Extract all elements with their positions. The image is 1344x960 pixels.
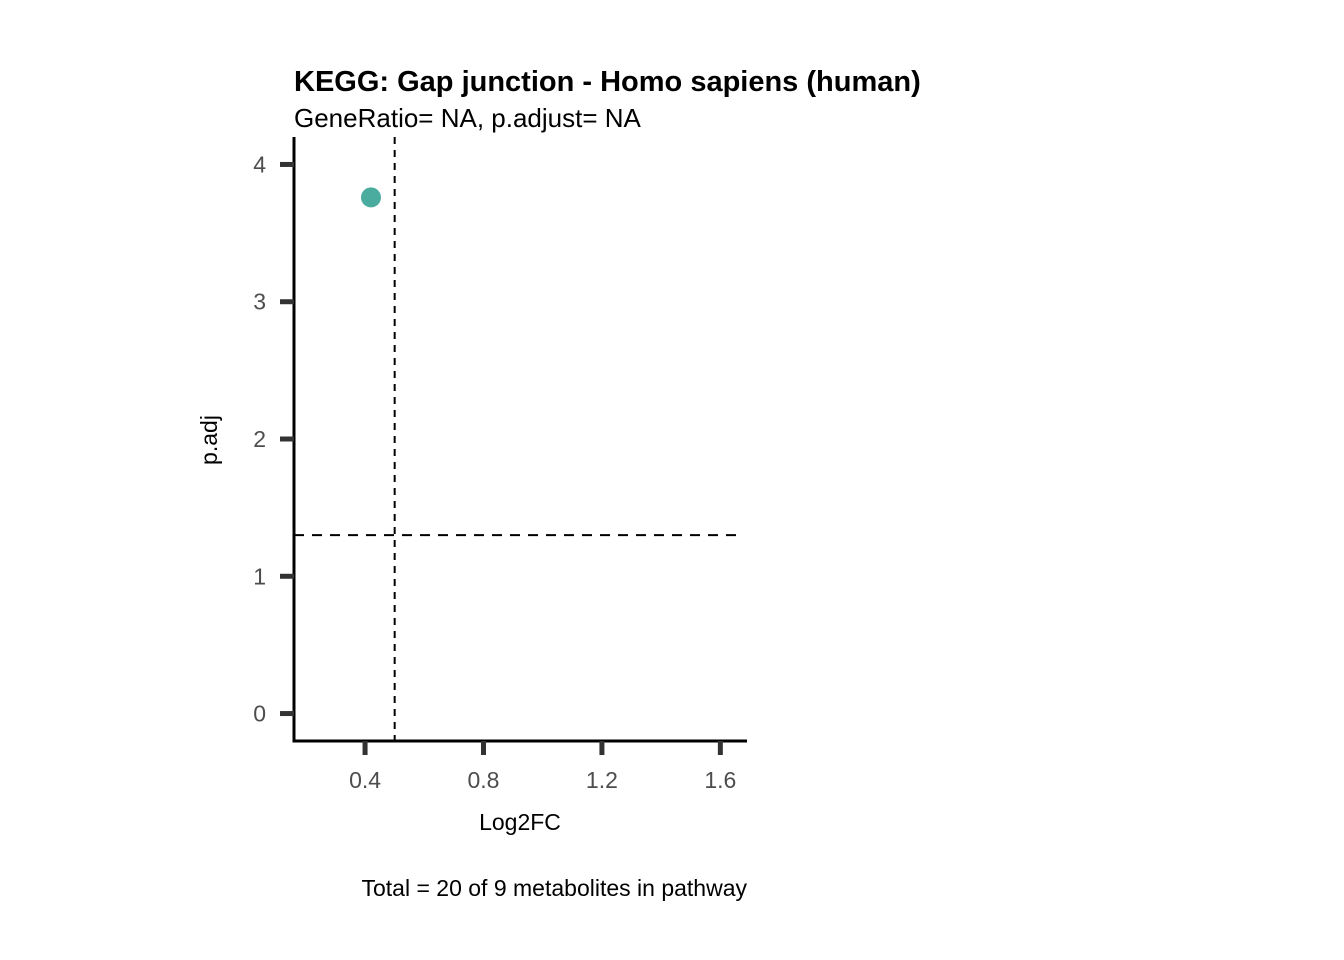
x-tick-label: 1.6 <box>704 767 736 793</box>
x-axis-ticks: 0.4 0.8 1.2 1.6 <box>349 741 736 793</box>
data-point <box>360 187 381 208</box>
data-points <box>360 187 381 208</box>
x-tick-label: 1.2 <box>586 767 618 793</box>
chart-caption: Total = 20 of 9 metabolites in pathway <box>362 875 748 901</box>
chart-subtitle: GeneRatio= NA, p.adjust= NA <box>294 103 642 133</box>
y-tick-label: 1 <box>253 563 266 589</box>
y-tick-label: 4 <box>253 151 266 177</box>
x-axis-label: Log2FC <box>479 809 561 835</box>
y-axis-ticks: 0 1 2 3 4 <box>253 151 294 727</box>
y-tick-label: 2 <box>253 426 266 452</box>
y-tick-label: 0 <box>253 701 266 727</box>
chart-title: KEGG: Gap junction - Homo sapiens (human… <box>294 66 921 98</box>
x-tick-label: 0.4 <box>349 767 381 793</box>
reference-lines <box>294 137 740 741</box>
plot-panel: 0 1 2 3 4 0.4 0.8 1.2 1.6 <box>253 137 747 793</box>
y-axis-label: p.adj <box>196 415 222 465</box>
y-tick-label: 3 <box>253 289 266 315</box>
x-tick-label: 0.8 <box>467 767 499 793</box>
